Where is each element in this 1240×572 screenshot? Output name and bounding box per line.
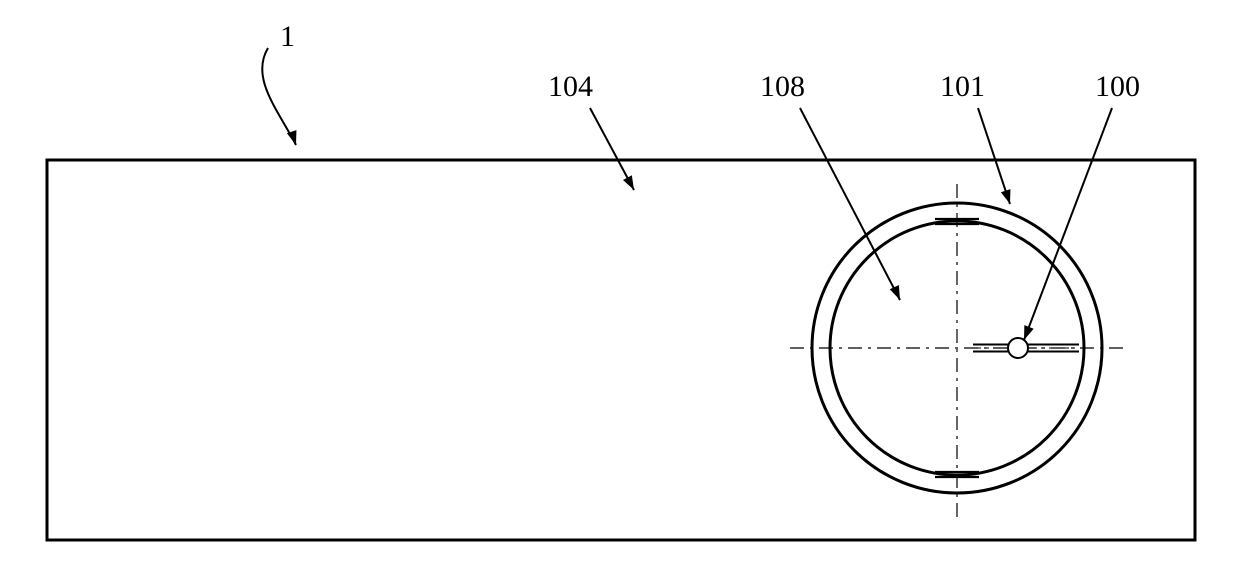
leader-ref104: 104 xyxy=(548,70,638,192)
leader-arrowhead xyxy=(1001,189,1015,205)
leader-ref108: 108 xyxy=(760,70,905,302)
label-ref101: 101 xyxy=(940,70,985,103)
leader-ref101: 101 xyxy=(940,70,1015,206)
label-ref108: 108 xyxy=(760,70,805,103)
key-circle-100 xyxy=(1008,338,1028,358)
label-ref104: 104 xyxy=(548,70,593,103)
leader-ref1: 1 xyxy=(262,20,301,147)
leader-ref100: 100 xyxy=(1019,70,1140,342)
leader-arrowhead xyxy=(623,175,638,192)
leader-arrowhead xyxy=(890,285,905,302)
leader-arrowhead xyxy=(287,130,301,146)
label-ref100: 100 xyxy=(1095,70,1140,103)
label-ref1: 1 xyxy=(280,20,295,53)
